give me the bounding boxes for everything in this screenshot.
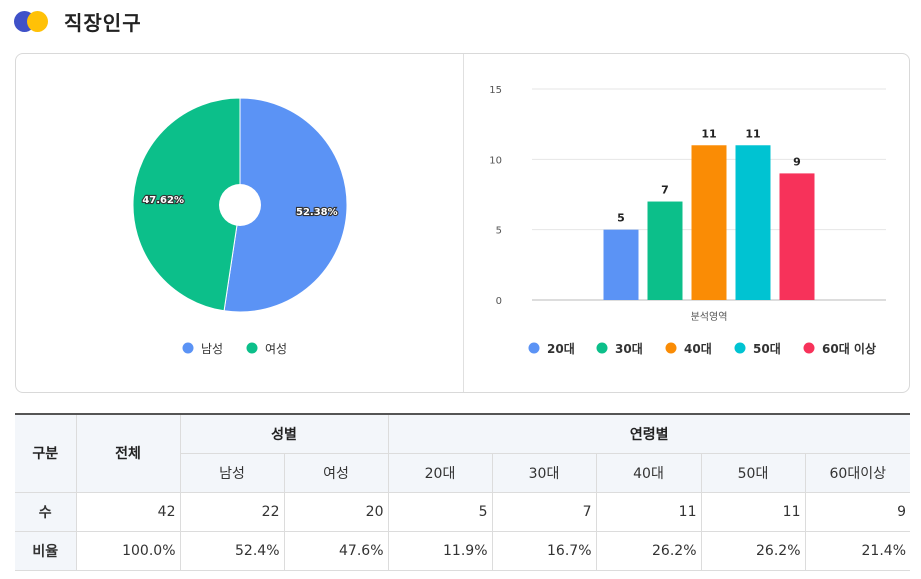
table-cell: 26.2%: [595, 530, 702, 571]
header-age-20s: 20대: [387, 452, 493, 493]
pie-data-label: 52.38%: [296, 207, 338, 218]
table-cell: 22: [179, 491, 285, 532]
bar-data-label: 7: [661, 184, 669, 197]
row-label: 수: [15, 491, 77, 532]
table-cell: 5: [387, 491, 493, 532]
table-row-count: 수 42 22 20 5 7 11 11 9: [15, 491, 910, 532]
legend-label[interactable]: 20대: [547, 342, 575, 356]
header-gubun: 구분: [15, 413, 77, 493]
bar-chart: 0 5 10 15 5 7 11 11 9 분석영역 20대 30대 40대 50대 60대 이상: [489, 85, 886, 356]
table-cell: 26.2%: [700, 530, 806, 571]
bar[interactable]: [603, 229, 639, 300]
pie-data-label: 47.62%: [142, 195, 184, 206]
legend-marker[interactable]: [596, 342, 608, 354]
pie-chart: 52.38% 47.62% 남성 여성: [132, 97, 348, 356]
table-row-ratio: 비율 100.0% 52.4% 47.6% 11.9% 16.7% 26.2% …: [15, 530, 910, 571]
card-divider: [463, 54, 464, 392]
table-cell: 9: [804, 491, 910, 532]
y-tick-label: 10: [489, 155, 502, 166]
legend-marker[interactable]: [665, 342, 677, 354]
bar-data-label: 5: [617, 212, 625, 225]
row-label: 비율: [15, 530, 77, 571]
bar-data-label: 11: [745, 127, 760, 140]
logo-icon: [14, 9, 52, 33]
table-cell: 21.4%: [804, 530, 910, 571]
legend-label[interactable]: 60대 이상: [822, 341, 876, 356]
chart-card: 52.38% 47.62% 남성 여성 0 5 10 15 5 7 11 11 9 분석영역 20대 30대…: [15, 53, 910, 393]
table-cell: 20: [283, 491, 389, 532]
table-cell: 16.7%: [491, 530, 597, 571]
bar[interactable]: [691, 145, 727, 300]
legend-label[interactable]: 여성: [265, 342, 287, 356]
pie-slice[interactable]: [132, 97, 241, 312]
pie-slice[interactable]: [223, 97, 348, 313]
header-age-group: 연령별: [387, 413, 910, 454]
y-tick-label: 15: [489, 85, 502, 96]
bar-data-label: 9: [793, 155, 801, 168]
x-axis-label: 분석영역: [691, 311, 728, 323]
legend-label[interactable]: 30대: [615, 342, 643, 356]
legend-label[interactable]: 40대: [684, 342, 712, 356]
table-cell: 7: [491, 491, 597, 532]
table-cell: 47.6%: [283, 530, 389, 571]
legend-marker[interactable]: [734, 342, 746, 354]
header-gender-group: 성별: [179, 413, 389, 454]
table-cell: 52.4%: [179, 530, 285, 571]
legend-label[interactable]: 남성: [201, 342, 223, 356]
legend-marker[interactable]: [528, 342, 540, 354]
legend-marker[interactable]: [182, 342, 194, 354]
header-age-50s: 50대: [700, 452, 806, 493]
y-tick-label: 0: [496, 296, 502, 307]
legend-marker[interactable]: [803, 342, 815, 354]
table-cell: 42: [75, 491, 181, 532]
table-cell: 100.0%: [75, 530, 181, 571]
page-title: 직장인구: [64, 10, 142, 35]
table-cell: 11: [700, 491, 806, 532]
table-cell: 11: [595, 491, 702, 532]
header-female: 여성: [283, 452, 389, 493]
header-male: 남성: [180, 452, 285, 493]
legend-marker[interactable]: [246, 342, 258, 354]
stats-table: 구분 전체 성별 연령별 남성 여성 20대 30대 40대 50대 60대이상…: [15, 413, 910, 571]
header-age-40s: 40대: [595, 452, 702, 493]
bar[interactable]: [779, 173, 815, 300]
header-total: 전체: [75, 413, 181, 493]
section-header: 직장인구: [14, 6, 142, 36]
legend-label[interactable]: 50대: [753, 342, 781, 356]
bar[interactable]: [647, 201, 683, 300]
bar[interactable]: [735, 145, 771, 300]
header-age-60plus: 60대이상: [804, 452, 910, 493]
y-tick-label: 5: [496, 226, 502, 237]
table-cell: 11.9%: [387, 530, 493, 571]
pie-center-hole: [219, 184, 261, 226]
header-age-30s: 30대: [491, 452, 597, 493]
bar-data-label: 11: [701, 127, 716, 140]
